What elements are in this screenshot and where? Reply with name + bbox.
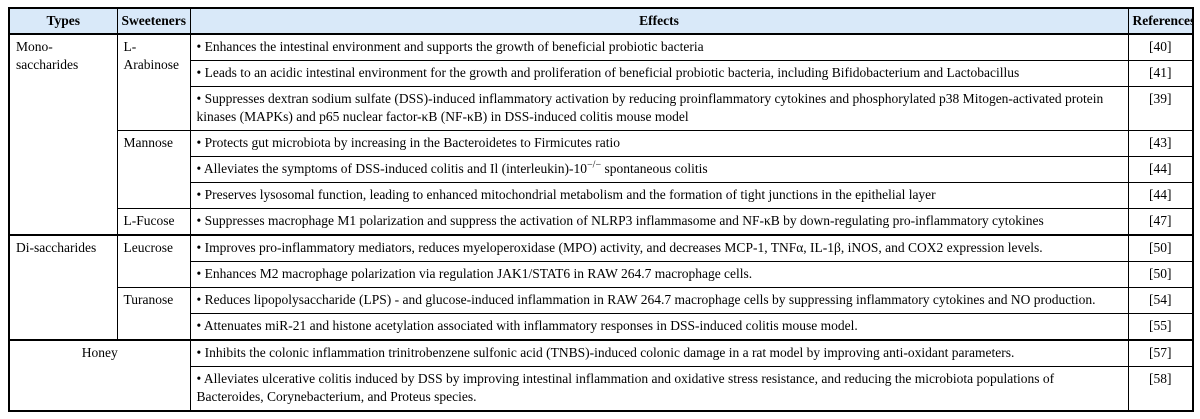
type-merged-cell: Honey — [8, 339, 191, 412]
header-row: Types Sweeteners Effects References — [8, 7, 1194, 35]
effect-cell: • Leads to an acidic intestinal environm… — [189, 60, 1129, 87]
table-row: Di-saccharides Leucrose • Improves pro-inf… — [8, 234, 1194, 341]
table-row: Honey • Inhibits the colonic inflammation… — [8, 339, 1194, 412]
table-row: • Leads to an acidic intestinal environm… — [9, 60, 1194, 87]
reference-cell: [40] — [1127, 33, 1194, 61]
effect-cell: • Preserves lysosomal function, leading … — [189, 182, 1129, 209]
sweetener-cell: Turanose — [116, 287, 191, 341]
sweetener-cell: L-Arabinose — [116, 33, 191, 131]
effect-cell: • Alleviates the symptoms of DSS-induced… — [189, 156, 1129, 183]
table-row: Turanose • Reduces lipopolysaccharide (LP… — [9, 287, 1194, 341]
table-row: Mannose • Protects gut microbiota by incr… — [9, 130, 1194, 209]
reference-cell: [47] — [1127, 208, 1194, 236]
effect-text: • Alleviates the symptoms of DSS-induced… — [196, 161, 588, 176]
reference-cell: [58] — [1127, 366, 1194, 412]
sweeteners-effects-table: Types Sweeteners Effects References Mono… — [8, 7, 1194, 412]
effect-cell: • Enhances the intestinal environment an… — [189, 33, 1129, 61]
effect-cell: • Improves pro-inflammatory mediators, r… — [189, 234, 1129, 262]
effect-cell: • Suppresses dextran sodium sulfate (DSS… — [189, 86, 1129, 131]
table-row: • Preserves lysosomal function, leading … — [9, 182, 1194, 209]
sweetener-cell: Mannose — [116, 130, 191, 209]
table-header: Types Sweeteners Effects References — [8, 7, 1194, 35]
sweetener-cell: L-Fucose — [116, 208, 191, 236]
sweetener-cell: Leucrose — [116, 234, 191, 288]
header-cell-sweeteners: Sweeteners — [116, 7, 191, 35]
effect-cell: • Alleviates ulcerative colitis induced … — [189, 366, 1129, 412]
reference-cell: [41] — [1127, 60, 1194, 87]
superscript-text: −/− — [587, 159, 602, 171]
reference-cell: [44] — [1127, 156, 1194, 183]
effect-cell: • Reduces lipopolysaccharide (LPS) - and… — [189, 287, 1129, 314]
effect-cell: • Attenuates miR-21 and histone acetylat… — [189, 313, 1129, 341]
table-row: • Alleviates ulcerative colitis induced … — [9, 366, 1194, 412]
reference-cell: [43] — [1127, 130, 1194, 157]
reference-cell: [44] — [1127, 182, 1194, 209]
effect-cell: • Suppresses macrophage M1 polarization … — [189, 208, 1129, 236]
table-row: • Alleviates the symptoms of DSS-induced… — [9, 156, 1194, 183]
reference-cell: [55] — [1127, 313, 1194, 341]
effect-text: spontaneous colitis — [601, 161, 708, 176]
type-cell: Di-saccharides — [8, 234, 118, 341]
table-row: • Suppresses dextran sodium sulfate (DSS… — [9, 86, 1194, 131]
table-body: Mono-saccharides L-Arabinose • Enhances th… — [8, 33, 1194, 412]
reference-cell: [39] — [1127, 86, 1194, 131]
reference-cell: [50] — [1127, 261, 1194, 288]
header-cell-types: Types — [8, 7, 118, 35]
table-row: Mono-saccharides L-Arabinose • Enhances th… — [8, 33, 1194, 236]
table-row: L-Fucose • Suppresses macrophage M1 polar… — [9, 208, 1194, 236]
header-cell-effects: Effects — [189, 7, 1129, 35]
effect-cell: • Enhances M2 macrophage polarization vi… — [189, 261, 1129, 288]
header-cell-references: References — [1127, 7, 1194, 35]
reference-cell: [50] — [1127, 234, 1194, 262]
reference-cell: [57] — [1127, 339, 1194, 367]
table-row: • Enhances M2 macrophage polarization vi… — [9, 261, 1194, 288]
type-cell: Mono-saccharides — [8, 33, 118, 236]
reference-cell: [54] — [1127, 287, 1194, 314]
effect-cell: • Protects gut microbiota by increasing … — [189, 130, 1129, 157]
table-row: • Attenuates miR-21 and histone acetylat… — [9, 313, 1194, 341]
effect-cell: • Inhibits the colonic inflammation trin… — [189, 339, 1129, 367]
